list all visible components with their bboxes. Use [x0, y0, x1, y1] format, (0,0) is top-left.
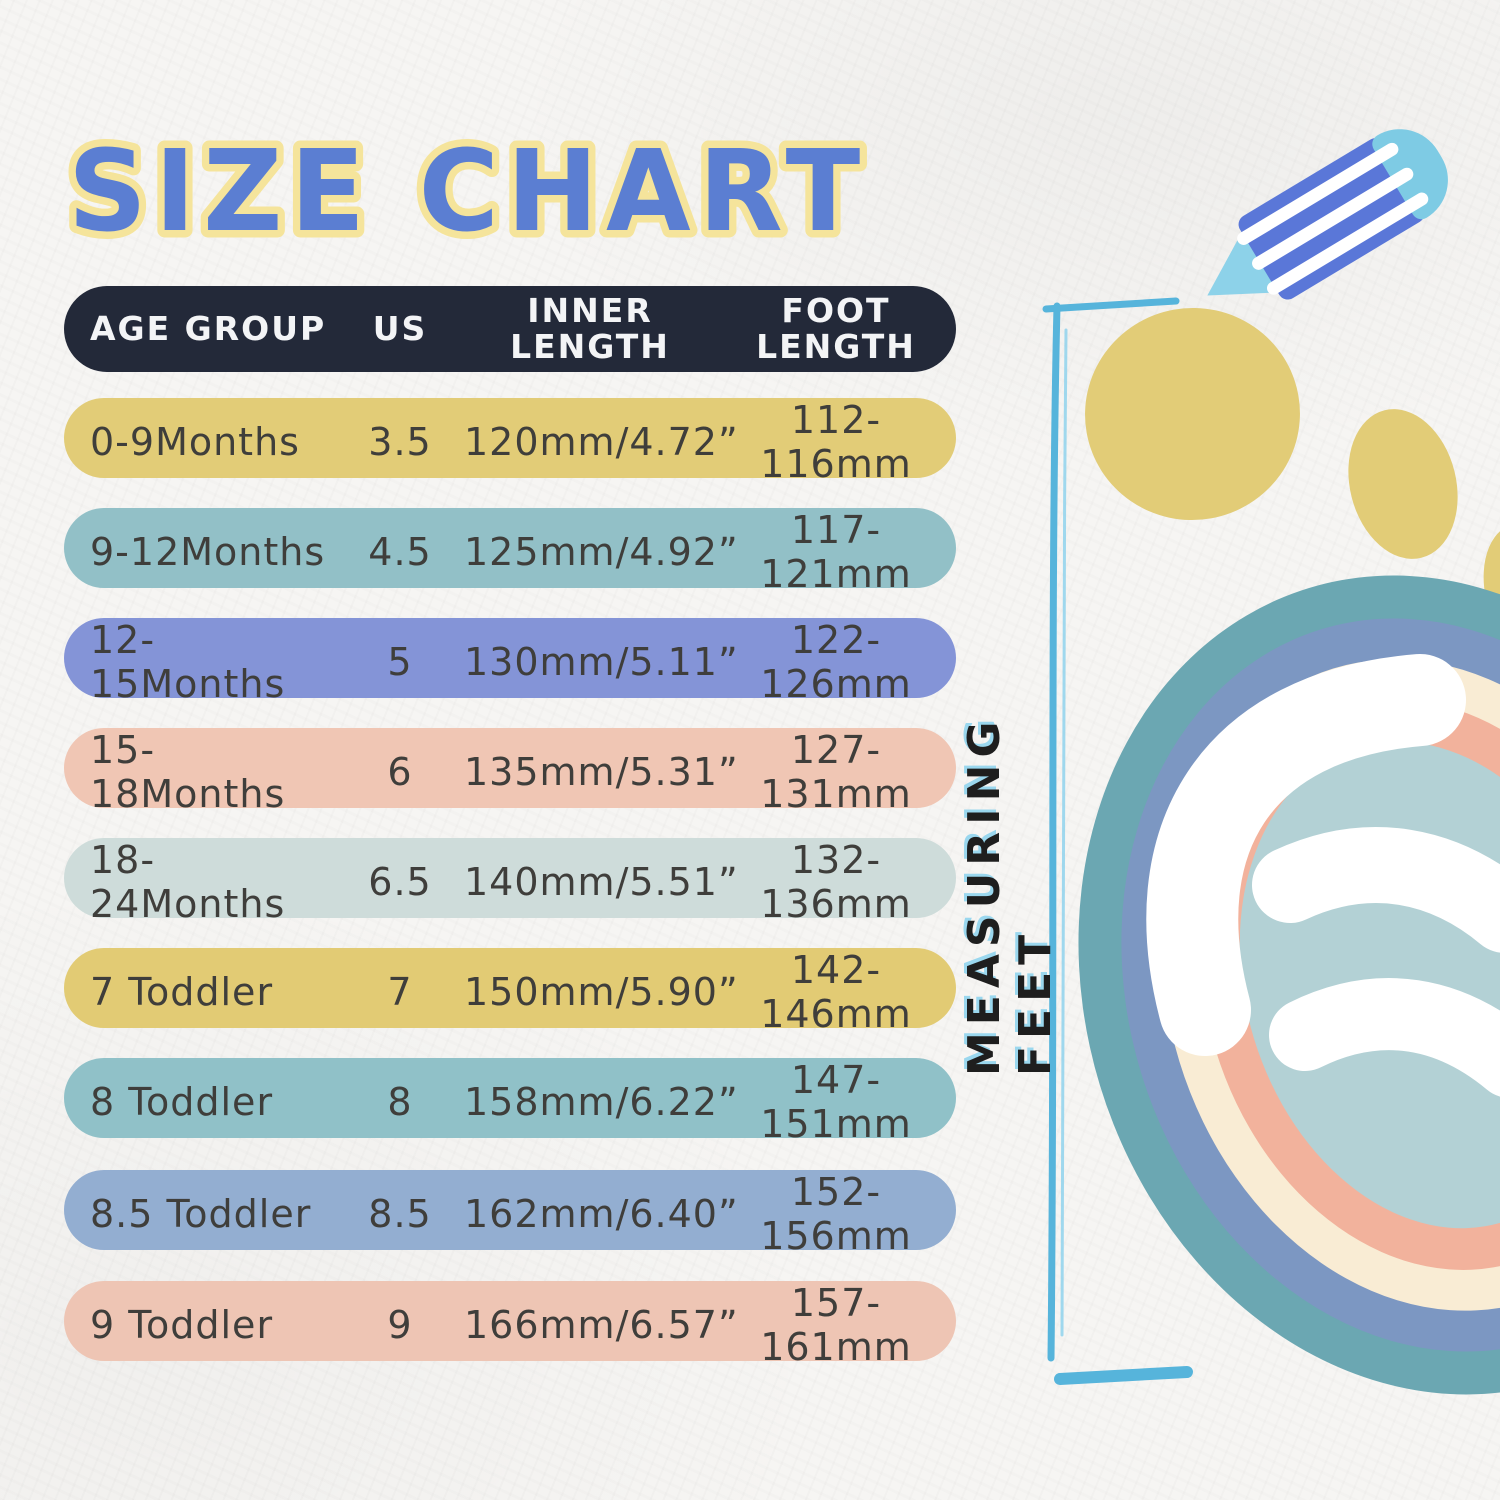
- cell-inner-length: 150mm/5.90”: [464, 970, 739, 1014]
- table-header-row: AGE GROUP US INNER LENGTH FOOT LENGTH: [64, 286, 956, 372]
- cell-foot-length: 112-116mm: [760, 398, 912, 486]
- cell-foot-length: 152-156mm: [760, 1170, 912, 1258]
- cell-us-size: 7: [387, 970, 413, 1014]
- cell-age-group: 0-9Months: [90, 420, 300, 464]
- cell-age-group: 9-12Months: [90, 530, 326, 574]
- table-row: 8.5 Toddler 8.5 162mm/6.40” 152-156mm: [64, 1170, 956, 1258]
- cell-us-size: 9: [387, 1303, 413, 1347]
- cell-inner-length: 166mm/6.57”: [464, 1303, 739, 1347]
- cell-foot-length: 117-121mm: [760, 508, 912, 596]
- cell-inner-length: 120mm/4.72”: [464, 420, 739, 464]
- cell-age-group: 8.5 Toddler: [90, 1192, 312, 1236]
- cell-foot-length: 132-136mm: [760, 838, 912, 926]
- cell-age-group: 18-24Months: [90, 838, 286, 926]
- cell-inner-length: 135mm/5.31”: [464, 750, 739, 794]
- page-title-graphic: SIZE CHART: [61, 120, 868, 265]
- table-row: 12-15Months 5 130mm/5.11” 122-126mm: [64, 618, 956, 706]
- table-row: 9 Toddler 9 166mm/6.57” 157-161mm: [64, 1281, 956, 1369]
- cell-inner-length: 125mm/4.92”: [464, 530, 739, 574]
- header-age-group: AGE GROUP: [90, 309, 327, 349]
- cell-foot-length: 122-126mm: [760, 618, 912, 706]
- header-us: US: [372, 309, 428, 349]
- cell-us-size: 6.5: [368, 860, 432, 904]
- header-inner-length: INNER LENGTH: [510, 291, 670, 366]
- cell-inner-length: 140mm/5.51”: [464, 860, 739, 904]
- header-foot-length: FOOT LENGTH: [756, 291, 916, 366]
- cell-age-group: 7 Toddler: [90, 970, 274, 1014]
- cell-foot-length: 127-131mm: [760, 728, 912, 816]
- page-title: SIZE CHART: [68, 127, 868, 257]
- table-row: 7 Toddler 7 150mm/5.90” 142-146mm: [64, 948, 956, 1036]
- table-row: 8 Toddler 8 158mm/6.22” 147-151mm: [64, 1058, 956, 1146]
- cell-inner-length: 162mm/6.40”: [464, 1192, 739, 1236]
- table-row: 15-18Months 6 135mm/5.31” 127-131mm: [64, 728, 956, 816]
- cell-us-size: 8.5: [368, 1192, 432, 1236]
- table-row: 18-24Months 6.5 140mm/5.51” 132-136mm: [64, 838, 956, 926]
- cell-us-size: 5: [387, 640, 413, 684]
- cell-us-size: 6: [387, 750, 413, 794]
- table-row: 9-12Months 4.5 125mm/4.92” 117-121mm: [64, 508, 956, 596]
- cell-foot-length: 142-146mm: [760, 948, 912, 1036]
- cell-age-group: 9 Toddler: [90, 1303, 274, 1347]
- cell-inner-length: 130mm/5.11”: [464, 640, 739, 684]
- cell-foot-length: 147-151mm: [760, 1058, 912, 1146]
- cell-us-size: 3.5: [368, 420, 432, 464]
- table-row: 0-9Months 3.5 120mm/4.72” 112-116mm: [64, 398, 956, 486]
- cell-age-group: 12-15Months: [90, 618, 286, 706]
- cell-us-size: 8: [387, 1080, 413, 1124]
- measuring-feet-label: MEASURING FEET: [959, 714, 1061, 1076]
- cell-age-group: 15-18Months: [90, 728, 286, 816]
- cell-foot-length: 157-161mm: [760, 1281, 912, 1369]
- cell-age-group: 8 Toddler: [90, 1080, 274, 1124]
- cell-inner-length: 158mm/6.22”: [464, 1080, 739, 1124]
- cell-us-size: 4.5: [368, 530, 432, 574]
